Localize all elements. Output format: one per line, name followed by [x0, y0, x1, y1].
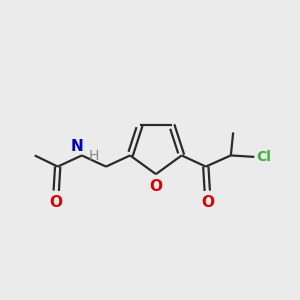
Text: Cl: Cl — [257, 150, 272, 164]
Text: H: H — [88, 149, 99, 163]
Text: O: O — [149, 179, 162, 194]
Text: N: N — [70, 139, 83, 154]
Text: O: O — [201, 195, 214, 210]
Text: O: O — [50, 195, 63, 210]
